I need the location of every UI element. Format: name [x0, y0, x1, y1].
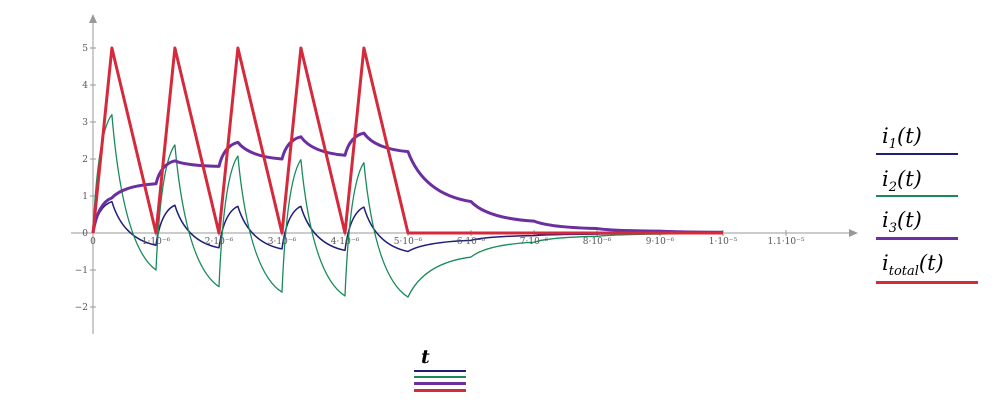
series-group	[91, 46, 724, 298]
legend-line-itotal	[876, 281, 978, 284]
y-tick-label: −2	[75, 303, 88, 313]
legend-line-i3	[876, 237, 958, 240]
legend-label-i3: i3(t)	[882, 208, 922, 236]
x-variable-line-itotal	[414, 389, 466, 392]
legend-line-i2	[876, 195, 958, 197]
y-tick-label: 3	[82, 118, 88, 128]
legend-label-i2: i2(t)	[882, 167, 922, 195]
y-tick-label: 2	[82, 155, 88, 165]
x-variable-line-i1	[414, 370, 466, 372]
legend-label-itotal: itotal(t)	[882, 251, 944, 279]
x-tick-label: 3·10⁻⁶	[268, 237, 297, 247]
y-tick-label: −1	[75, 266, 88, 276]
x-tick-label: 4·10⁻⁶	[331, 237, 360, 247]
legend-label-i1: i1(t)	[882, 124, 922, 152]
x-axis-arrow	[849, 229, 858, 237]
x-tick-label: 2·10⁻⁶	[205, 237, 234, 247]
x-variable-label: t	[421, 346, 430, 368]
series-line-i1t	[92, 200, 724, 253]
series-line-i3t	[91, 131, 724, 234]
x-tick-label: 6·10⁻⁶	[457, 237, 486, 247]
x-variable-line-i3	[414, 382, 466, 385]
y-tick-label: 4	[82, 81, 88, 91]
x-variable-line-i2	[414, 376, 466, 378]
axes-group	[71, 14, 858, 334]
x-tick-label: 5·10⁻⁶	[394, 237, 423, 247]
series-line-i2t	[92, 113, 724, 298]
x-tick-label: 1·10⁻⁶	[142, 237, 171, 247]
y-origin-label: 0	[82, 229, 88, 239]
y-tick-label: 1	[82, 192, 88, 202]
x-tick-label: 0	[90, 237, 96, 247]
x-tick-label: 1·10⁻⁵	[709, 237, 738, 247]
tick-labels-group: 0 1·10⁻⁶ 2·10⁻⁶ 3·10⁻⁶ 4·10⁻⁶ 5·10⁻⁶ 6·10⁻⁶ 7·1…	[75, 44, 805, 313]
legend-line-i1	[876, 153, 958, 155]
x-tick-label: 7·10⁻⁶	[520, 237, 549, 247]
y-tick-label: 5	[82, 44, 88, 54]
x-tick-label: 8·10⁻⁶	[583, 237, 612, 247]
series-line-itotalt	[91, 46, 723, 235]
x-tick-label: 9·10⁻⁶	[646, 237, 675, 247]
x-tick-label: 1.1·10⁻⁵	[768, 237, 805, 247]
y-axis-arrow	[89, 14, 97, 23]
